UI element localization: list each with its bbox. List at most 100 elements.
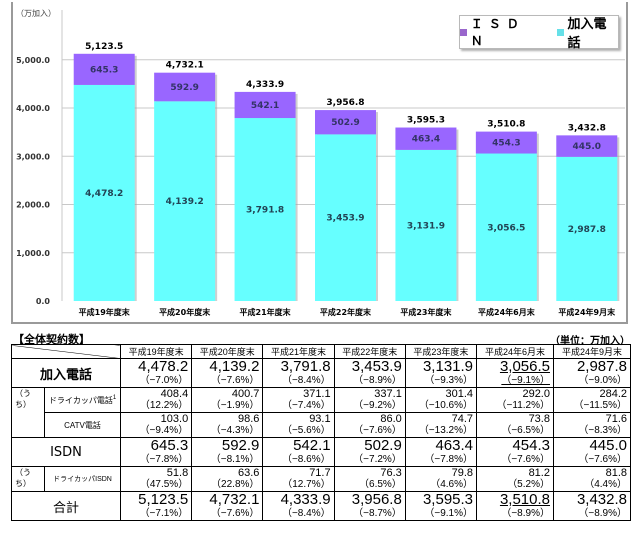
cell-pct: （−7.6%） — [578, 454, 627, 465]
cell-value: 502.9 — [364, 437, 402, 454]
data-label-isdn: 645.3 — [90, 65, 118, 75]
cell-pct: （−8.9%） — [353, 375, 402, 386]
row-label-text: ドライカッパ電話 — [48, 395, 113, 405]
cell-pct: （−9.2%） — [353, 400, 402, 411]
row-label: ISDN — [11, 437, 121, 467]
cell-value: 3,956.8 — [351, 491, 402, 508]
cell-pct: （−7.2%） — [353, 454, 402, 465]
y-tick-label: 0.0 — [36, 297, 51, 306]
y-tick-label: 3,000.0 — [16, 152, 50, 161]
table-row-isdn: ISDN 645.3 （−7.8%） 592.9 （−8.1%） 542.1 （−8.… — [11, 437, 632, 467]
cell-pct: （−4.3%） — [210, 425, 260, 436]
cell-pct: （−8.3%） — [578, 425, 627, 436]
cell-value: 74.7 — [451, 413, 474, 425]
bar-segment-phone — [556, 156, 618, 301]
cell-pct: （−8.9%） — [578, 508, 627, 519]
cell-pct: （−7.0%） — [139, 375, 189, 386]
bar-segment-isdn — [73, 53, 135, 85]
cell-value: 408.4 — [160, 388, 189, 400]
table-cell: 73.8 （−6.5%） — [476, 412, 554, 438]
cell-pct: （−7.4%） — [281, 400, 331, 411]
data-label-isdn: 463.4 — [412, 135, 440, 145]
cell-value: 3,791.8 — [280, 358, 331, 375]
data-label-isdn: 445.0 — [573, 142, 601, 152]
table-header-cell: 平成24年6月末 — [476, 344, 554, 359]
cell-value: 292.0 — [522, 388, 550, 400]
x-tick-label: 平成21年度末 — [240, 307, 291, 317]
cell-pct: （−7.6%） — [210, 375, 260, 386]
cell-value: 3,131.9 — [422, 358, 474, 375]
cell-pct: （−13.2%） — [418, 425, 474, 436]
cell-pct: （−9.1%） — [424, 508, 474, 519]
bar-segment-isdn — [315, 110, 376, 135]
table-caption: 【全体契約数】 — [13, 333, 90, 346]
cell-pct: （−7.8%） — [139, 454, 189, 465]
cell-value: 4,732.1 — [209, 491, 260, 508]
cell-pct: （−11.5%） — [573, 400, 627, 411]
cell-value: 301.4 — [445, 388, 474, 400]
cell-value: 463.4 — [435, 437, 474, 454]
cell-pct: （4.6%） — [430, 479, 474, 490]
table-cell: 284.2 （−11.5%） — [552, 387, 632, 413]
cell-value: 3,595.3 — [422, 491, 474, 508]
row-label: 加入電話 — [11, 358, 121, 388]
table-cell: 3,510.8 （−8.9%） — [476, 491, 554, 521]
cell-value: 63.6 — [237, 467, 260, 479]
data-label-phone: 4,478.2 — [85, 189, 123, 199]
bar-segment-phone — [315, 134, 376, 301]
table-cell: 3,432.8 （−8.9%） — [552, 491, 632, 521]
table-cell: 63.6 （22.8%） — [191, 466, 264, 492]
bar-segment-isdn — [475, 131, 537, 154]
cell-pct: （−8.6%） — [281, 454, 331, 465]
chart-legend: ＩＳＤＮ 加入電話 — [459, 15, 619, 51]
table-header-cell: 平成19年度末 — [119, 344, 193, 359]
cell-pct: （−9.3%） — [424, 375, 474, 386]
cell-value: 2,987.8 — [576, 358, 627, 375]
cell-value: 3,510.8 — [499, 491, 550, 508]
cell-value: 371.1 — [303, 388, 331, 400]
bar-segment-phone — [154, 101, 216, 301]
cell-pct: （22.8%） — [211, 479, 260, 490]
cell-value: 4,139.2 — [209, 358, 260, 375]
cell-value: 86.0 — [380, 413, 402, 425]
x-tick-label: 平成20年度末 — [159, 307, 210, 317]
table-row-drycopper-isdn: （うち） ドライカッパISDN 51.8 （47.5%） 63.6 （22.8%） … — [11, 466, 632, 492]
cell-pct: （−8.4%） — [281, 375, 331, 386]
table-cell: 4,333.9 （−8.4%） — [262, 491, 335, 521]
cell-value: 5,123.5 — [138, 491, 189, 508]
cell-value: 592.9 — [221, 437, 260, 454]
data-label-phone: 2,987.8 — [568, 225, 606, 235]
table-cell: 5,123.5 （−7.1%） — [119, 491, 193, 521]
cell-value: 3,453.9 — [351, 358, 402, 375]
data-label-isdn: 454.3 — [492, 139, 520, 149]
cell-pct: （−7.1%） — [139, 508, 189, 519]
y-axis-unit-label: （万加入） — [16, 8, 56, 18]
cell-pct: （−6.5%） — [501, 425, 550, 436]
cell-pct: （5.2%） — [507, 479, 550, 490]
y-tick-label: 4,000.0 — [16, 104, 50, 113]
cell-pct: （47.5%） — [139, 479, 189, 490]
table-cell: 454.3 （−7.6%） — [476, 437, 554, 467]
table-header-cell: 平成22年度末 — [333, 344, 406, 359]
data-label-phone: 3,453.9 — [326, 214, 364, 224]
cell-value: 73.8 — [528, 413, 550, 425]
table-cell: 337.1 （−9.2%） — [333, 387, 406, 413]
table-cell: 74.7 （−13.2%） — [404, 412, 478, 438]
cell-value: 542.1 — [293, 437, 331, 454]
cell-pct: （−7.6%） — [353, 425, 402, 436]
table-cell: 445.0 （−7.6%） — [552, 437, 632, 467]
row-label: ドライカッパISDN — [44, 466, 121, 492]
data-label-phone: 4,139.2 — [166, 197, 204, 207]
cell-value: 51.8 — [166, 467, 189, 479]
row-label: 合計 — [11, 491, 121, 521]
table-header-cell: 平成21年度末 — [262, 344, 335, 359]
data-label-phone: 3,131.9 — [407, 221, 445, 231]
cell-value: 103.0 — [160, 413, 189, 425]
data-label-total: 5,123.5 — [85, 42, 123, 52]
table-cell: 292.0 （−11.2%） — [476, 387, 554, 413]
cell-pct: （−10.6%） — [418, 400, 474, 411]
x-tick-label: 平成23年度末 — [400, 307, 451, 317]
bar-segment-isdn — [395, 127, 457, 150]
table-cell: 79.8 （4.6%） — [404, 466, 478, 492]
cell-value: 76.3 — [380, 467, 402, 479]
